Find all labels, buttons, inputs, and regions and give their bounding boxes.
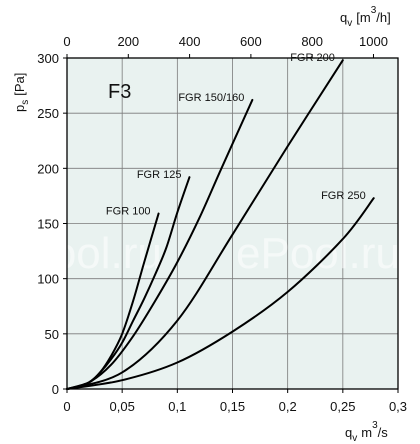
series-curve-4 xyxy=(66,197,375,390)
watermark-right: ePool.ru xyxy=(236,229,400,278)
series-label-4: FGR 250 xyxy=(321,190,366,202)
y-tick-label: 250 xyxy=(37,106,59,121)
x-tick-label: 0,05 xyxy=(110,399,135,414)
y-tick-label: 0 xyxy=(52,382,59,397)
y-tick-label: 300 xyxy=(37,51,59,66)
series-label-3: FGR 200 xyxy=(290,52,335,64)
x-primary-label-sub: v xyxy=(352,433,357,444)
y-axis-label: ps [Pa] xyxy=(12,73,31,112)
y-axis-label-sub: s xyxy=(20,100,31,105)
x2-tick-label: 0 xyxy=(63,34,70,49)
y-tick-label: 50 xyxy=(45,327,59,342)
x-primary-axis-label: qv m3/s xyxy=(345,420,388,444)
x-secondary-label-sub: v xyxy=(347,18,352,29)
x-primary-label-main: q xyxy=(345,425,352,440)
x-tick-label: 0,3 xyxy=(389,399,407,414)
x-tick-label: 0,2 xyxy=(279,399,297,414)
x-tick-label: 0,25 xyxy=(330,399,355,414)
x-tick-label: 0,15 xyxy=(220,399,245,414)
y-axis-label-unit: [Pa] xyxy=(12,73,27,96)
chart-title: F3 xyxy=(108,81,131,103)
watermark-left: ePool.ru xyxy=(0,229,162,278)
curve-labels: FGR 100 FGR 125 FGR 150/160 FGR 200 FGR 250 xyxy=(106,52,366,217)
x-secondary-axis-label: qv [m3/h] xyxy=(340,5,391,29)
x-secondary-label-tail: /h] xyxy=(376,10,390,25)
series-label-0: FGR 100 xyxy=(106,206,151,218)
x2-tick-label: 200 xyxy=(117,34,139,49)
y-tick-label: 200 xyxy=(37,161,59,176)
x2-tick-label: 600 xyxy=(240,34,262,49)
watermarks: ePool.ru ePool.ru xyxy=(0,229,400,278)
x2-tick-label: 1000 xyxy=(359,34,388,49)
series-curve-2 xyxy=(66,98,254,390)
x-primary-label-sup: 3 xyxy=(372,420,378,431)
x-tick-label: 0 xyxy=(63,399,70,414)
grid xyxy=(67,58,398,389)
x-secondary-label-main: q xyxy=(340,10,347,25)
series-curve-1 xyxy=(66,176,191,390)
y-axis-label-main: p xyxy=(12,105,27,112)
x2-tick-label: 400 xyxy=(179,34,201,49)
x-secondary-label-sup: 3 xyxy=(371,5,377,16)
y-tick-label: 150 xyxy=(37,217,59,232)
x2-tick-label: 800 xyxy=(301,34,323,49)
ticks: 0 0,05 0,1 0,15 0,2 0,25 0,3 0 50 100 150 200 250 300… xyxy=(37,34,407,414)
series-label-2: FGR 150/160 xyxy=(178,92,244,104)
x-secondary-label-unit: [m xyxy=(356,10,370,25)
series-label-1: FGR 125 xyxy=(137,169,182,181)
x-primary-label-tail: /s xyxy=(378,425,389,440)
x-tick-label: 0,1 xyxy=(168,399,186,414)
y-tick-label: 100 xyxy=(37,272,59,287)
series-curve-3 xyxy=(66,59,344,390)
curves xyxy=(66,59,375,390)
x-primary-label-unit: m xyxy=(361,425,372,440)
